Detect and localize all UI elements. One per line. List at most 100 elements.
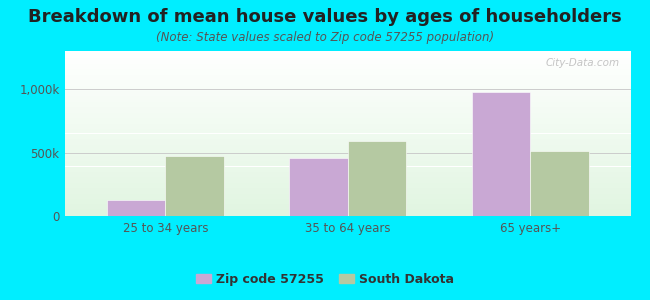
Bar	[65, 143, 630, 144]
Bar	[65, 198, 630, 199]
Bar	[65, 107, 630, 108]
Bar	[107, 200, 165, 216]
Bar	[65, 57, 630, 58]
Bar	[65, 179, 630, 180]
Bar	[65, 160, 630, 161]
Bar	[472, 92, 530, 216]
Bar	[65, 162, 630, 163]
Bar	[65, 153, 630, 154]
Bar	[65, 83, 630, 84]
Bar	[65, 56, 630, 57]
Bar	[65, 74, 630, 75]
Bar	[65, 193, 630, 194]
Legend: Zip code 57255, South Dakota: Zip code 57255, South Dakota	[191, 268, 459, 291]
Bar	[65, 129, 630, 130]
Bar	[65, 215, 630, 216]
Bar	[65, 108, 630, 109]
Bar	[65, 145, 630, 146]
Bar	[65, 167, 630, 168]
Bar	[65, 148, 630, 149]
Bar	[65, 53, 630, 54]
Bar	[65, 178, 630, 179]
Bar	[65, 152, 630, 153]
Bar	[65, 173, 630, 174]
Bar	[65, 59, 630, 60]
Bar	[65, 77, 630, 78]
Bar	[65, 63, 630, 64]
Bar	[65, 99, 630, 100]
Bar	[65, 82, 630, 83]
Bar	[65, 97, 630, 98]
Bar	[165, 156, 224, 216]
Bar	[65, 98, 630, 99]
Bar	[65, 207, 630, 208]
Bar	[65, 110, 630, 111]
Bar	[65, 114, 630, 115]
Bar	[65, 96, 630, 97]
Bar	[65, 211, 630, 212]
Bar	[65, 194, 630, 195]
Bar	[65, 168, 630, 169]
Bar	[65, 133, 630, 134]
Bar	[65, 192, 630, 193]
Bar	[65, 125, 630, 126]
Bar	[65, 131, 630, 132]
Bar	[65, 72, 630, 73]
Bar	[65, 204, 630, 205]
Bar	[65, 209, 630, 210]
Bar	[65, 205, 630, 206]
Bar	[65, 85, 630, 86]
Bar	[65, 156, 630, 157]
Bar	[65, 141, 630, 142]
Bar	[65, 202, 630, 203]
Bar	[65, 146, 630, 147]
Bar	[65, 206, 630, 207]
Bar	[348, 141, 406, 216]
Bar	[65, 115, 630, 116]
Bar	[65, 154, 630, 155]
Bar	[65, 60, 630, 61]
Bar	[65, 165, 630, 166]
Bar	[65, 158, 630, 159]
Bar	[65, 89, 630, 90]
Bar	[65, 122, 630, 123]
Bar	[65, 78, 630, 79]
Bar	[65, 55, 630, 56]
Bar	[289, 158, 348, 216]
Bar	[65, 191, 630, 192]
Bar	[65, 169, 630, 170]
Bar	[65, 120, 630, 121]
Bar	[65, 159, 630, 160]
Bar	[65, 197, 630, 198]
Bar	[65, 174, 630, 175]
Bar	[65, 118, 630, 119]
Bar	[65, 95, 630, 96]
Bar	[65, 87, 630, 88]
Bar	[65, 69, 630, 70]
Bar	[65, 90, 630, 91]
Bar	[65, 166, 630, 167]
Bar	[65, 132, 630, 133]
Bar	[65, 172, 630, 173]
Bar	[65, 181, 630, 182]
Bar	[65, 88, 630, 89]
Bar	[65, 212, 630, 213]
Bar	[65, 51, 630, 52]
Bar	[65, 126, 630, 127]
Bar	[65, 176, 630, 177]
Text: Breakdown of mean house values by ages of householders: Breakdown of mean house values by ages o…	[28, 8, 622, 26]
Bar	[65, 80, 630, 81]
Bar	[65, 66, 630, 67]
Bar	[65, 200, 630, 201]
Bar	[65, 214, 630, 215]
Bar	[65, 116, 630, 117]
Bar	[65, 64, 630, 65]
Bar	[65, 104, 630, 105]
Bar	[65, 171, 630, 172]
Bar	[65, 103, 630, 104]
Text: (Note: State values scaled to Zip code 57255 population): (Note: State values scaled to Zip code 5…	[156, 32, 494, 44]
Bar	[65, 183, 630, 184]
Bar	[65, 164, 630, 165]
Bar	[65, 61, 630, 62]
Bar	[65, 163, 630, 164]
